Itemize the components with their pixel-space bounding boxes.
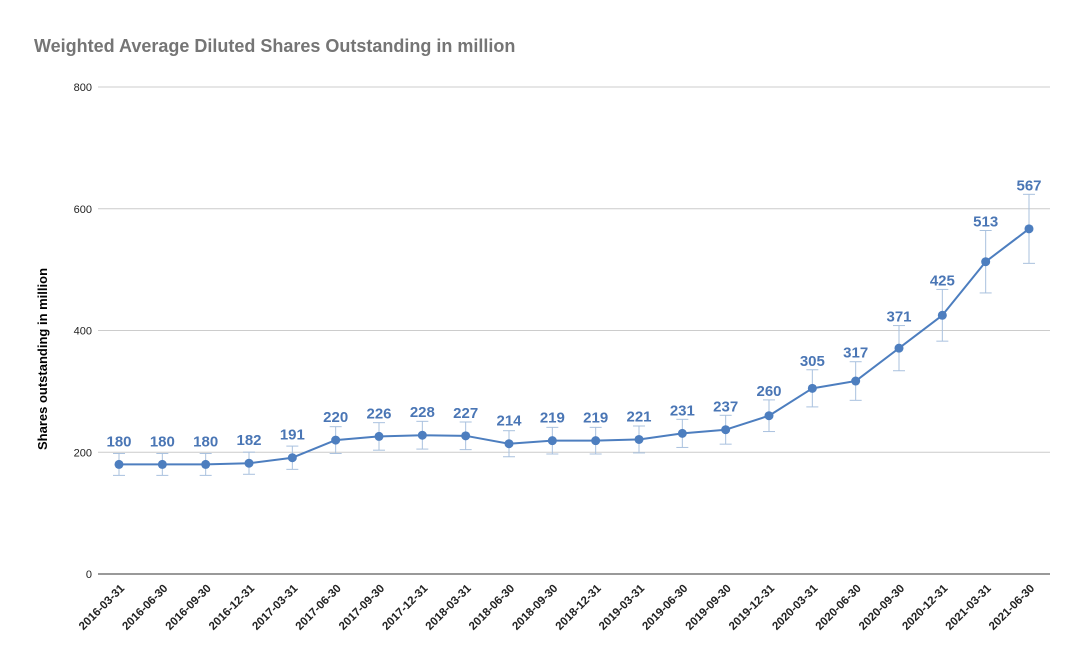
- x-tick-label: 2020-09-30: [857, 583, 907, 633]
- y-tick-label: 0: [86, 569, 92, 581]
- y-tick-label: 200: [74, 447, 92, 459]
- data-point: [157, 459, 167, 469]
- data-label: 221: [626, 408, 651, 425]
- data-point: [201, 459, 211, 469]
- x-tick-label: 2020-06-30: [814, 583, 864, 633]
- data-point: [1024, 224, 1034, 234]
- data-label: 567: [1016, 177, 1041, 194]
- data-label: 260: [756, 383, 781, 400]
- x-tick-label: 2016-09-30: [164, 583, 214, 633]
- data-point: [981, 257, 991, 267]
- data-point: [677, 428, 687, 438]
- data-label: 227: [453, 405, 478, 422]
- data-point: [114, 459, 124, 469]
- series-line: [119, 228, 1030, 466]
- data-point: [807, 383, 817, 393]
- data-label: 237: [713, 398, 738, 415]
- data-point: [721, 425, 731, 435]
- data-point: [504, 439, 514, 449]
- data-label: 219: [540, 410, 565, 427]
- data-labels: 180 180 180 182 191 220 226 228 227 214 219 219 221 2…: [106, 177, 1041, 450]
- x-tick-label: 2016-06-30: [120, 583, 170, 633]
- data-label: 231: [670, 402, 695, 419]
- x-tick-label: 2018-06-30: [467, 583, 517, 633]
- data-point: [374, 431, 384, 441]
- series-line-layer: [119, 228, 1030, 466]
- data-point: [937, 310, 947, 320]
- y-axis-label: Shares outstanding in million: [35, 268, 50, 450]
- data-points: [114, 224, 1034, 469]
- data-point: [894, 343, 904, 353]
- data-label: 220: [323, 409, 348, 426]
- data-point: [417, 430, 427, 440]
- data-label: 180: [150, 433, 175, 450]
- data-point: [461, 431, 471, 441]
- data-point: [547, 436, 557, 446]
- data-label: 180: [193, 433, 218, 450]
- data-point: [244, 458, 254, 468]
- data-label: 180: [106, 433, 131, 450]
- data-label: 317: [843, 345, 868, 362]
- x-tick-label: 2019-06-30: [640, 583, 690, 633]
- y-tick-label: 400: [74, 326, 92, 338]
- x-tick-label: 2017-06-30: [294, 583, 344, 633]
- data-label: 425: [930, 272, 955, 289]
- data-point: [851, 376, 861, 386]
- y-tick-label: 800: [74, 82, 92, 94]
- x-tick-label: 2019-09-30: [684, 583, 734, 633]
- y-tick-label: 600: [74, 204, 92, 216]
- data-point: [634, 434, 644, 444]
- x-tick-label: 2018-09-30: [510, 583, 560, 633]
- data-label: 182: [236, 432, 261, 449]
- data-point: [764, 411, 774, 421]
- data-label: 214: [496, 413, 522, 430]
- data-point: [287, 453, 297, 463]
- gridlines: [98, 86, 1050, 575]
- data-label: 226: [366, 405, 391, 422]
- data-label: 305: [800, 353, 825, 370]
- x-tick-label: 2021-06-30: [987, 583, 1037, 633]
- x-axis-ticks: 2016-03-312016-06-302016-09-302016-12-31…: [77, 582, 1037, 633]
- data-label: 219: [583, 410, 608, 427]
- data-label: 228: [410, 404, 435, 421]
- data-point: [591, 436, 601, 446]
- data-label: 191: [280, 427, 305, 444]
- data-point: [331, 435, 341, 445]
- y-axis-ticks: 0 200 400 600 800: [74, 82, 92, 581]
- data-label: 371: [886, 309, 911, 326]
- x-tick-label: 2017-09-30: [337, 583, 387, 633]
- data-label: 513: [973, 213, 998, 230]
- chart-title: Weighted Average Diluted Shares Outstand…: [34, 36, 515, 56]
